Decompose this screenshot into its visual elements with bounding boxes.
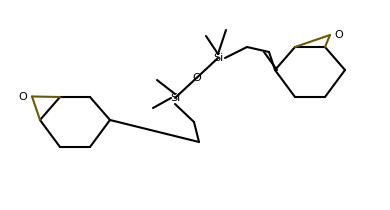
Text: Si: Si (170, 93, 180, 103)
Text: O: O (19, 92, 27, 101)
Text: Si: Si (213, 53, 223, 63)
Text: O: O (335, 30, 343, 40)
Text: O: O (192, 73, 201, 83)
